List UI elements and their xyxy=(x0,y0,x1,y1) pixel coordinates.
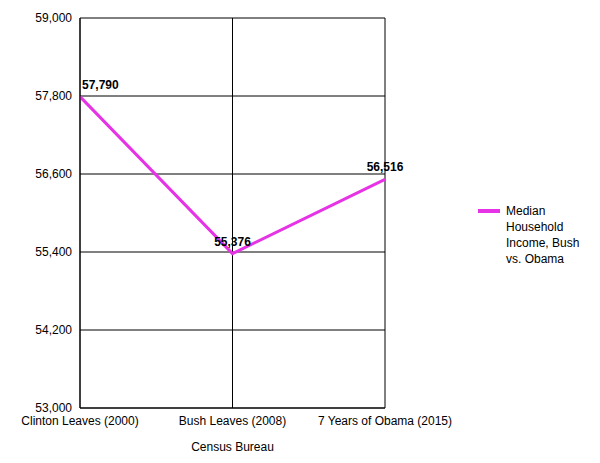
svg-text:Census Bureau: Census Bureau xyxy=(191,440,274,454)
svg-text:55,400: 55,400 xyxy=(35,245,72,259)
svg-text:54,200: 54,200 xyxy=(35,323,72,337)
svg-text:Clinton Leaves (2000): Clinton Leaves (2000) xyxy=(21,414,138,428)
svg-text:57,800: 57,800 xyxy=(35,89,72,103)
svg-text:56,600: 56,600 xyxy=(35,167,72,181)
svg-text:55,376: 55,376 xyxy=(214,235,251,249)
svg-text:59,000: 59,000 xyxy=(35,11,72,25)
html-text:Median Household Income, Bush: Median Household Income, Bush vs. Obama xyxy=(506,204,580,266)
svg-text:7 Years of Obama (2015): 7 Years of Obama (2015) xyxy=(318,414,452,428)
svg-text:53,000: 53,000 xyxy=(35,401,72,415)
svg-text:56,516: 56,516 xyxy=(367,160,404,174)
svg-text:Bush Leaves (2008): Bush Leaves (2008) xyxy=(179,414,286,428)
svg-text:57,790: 57,790 xyxy=(82,78,119,92)
